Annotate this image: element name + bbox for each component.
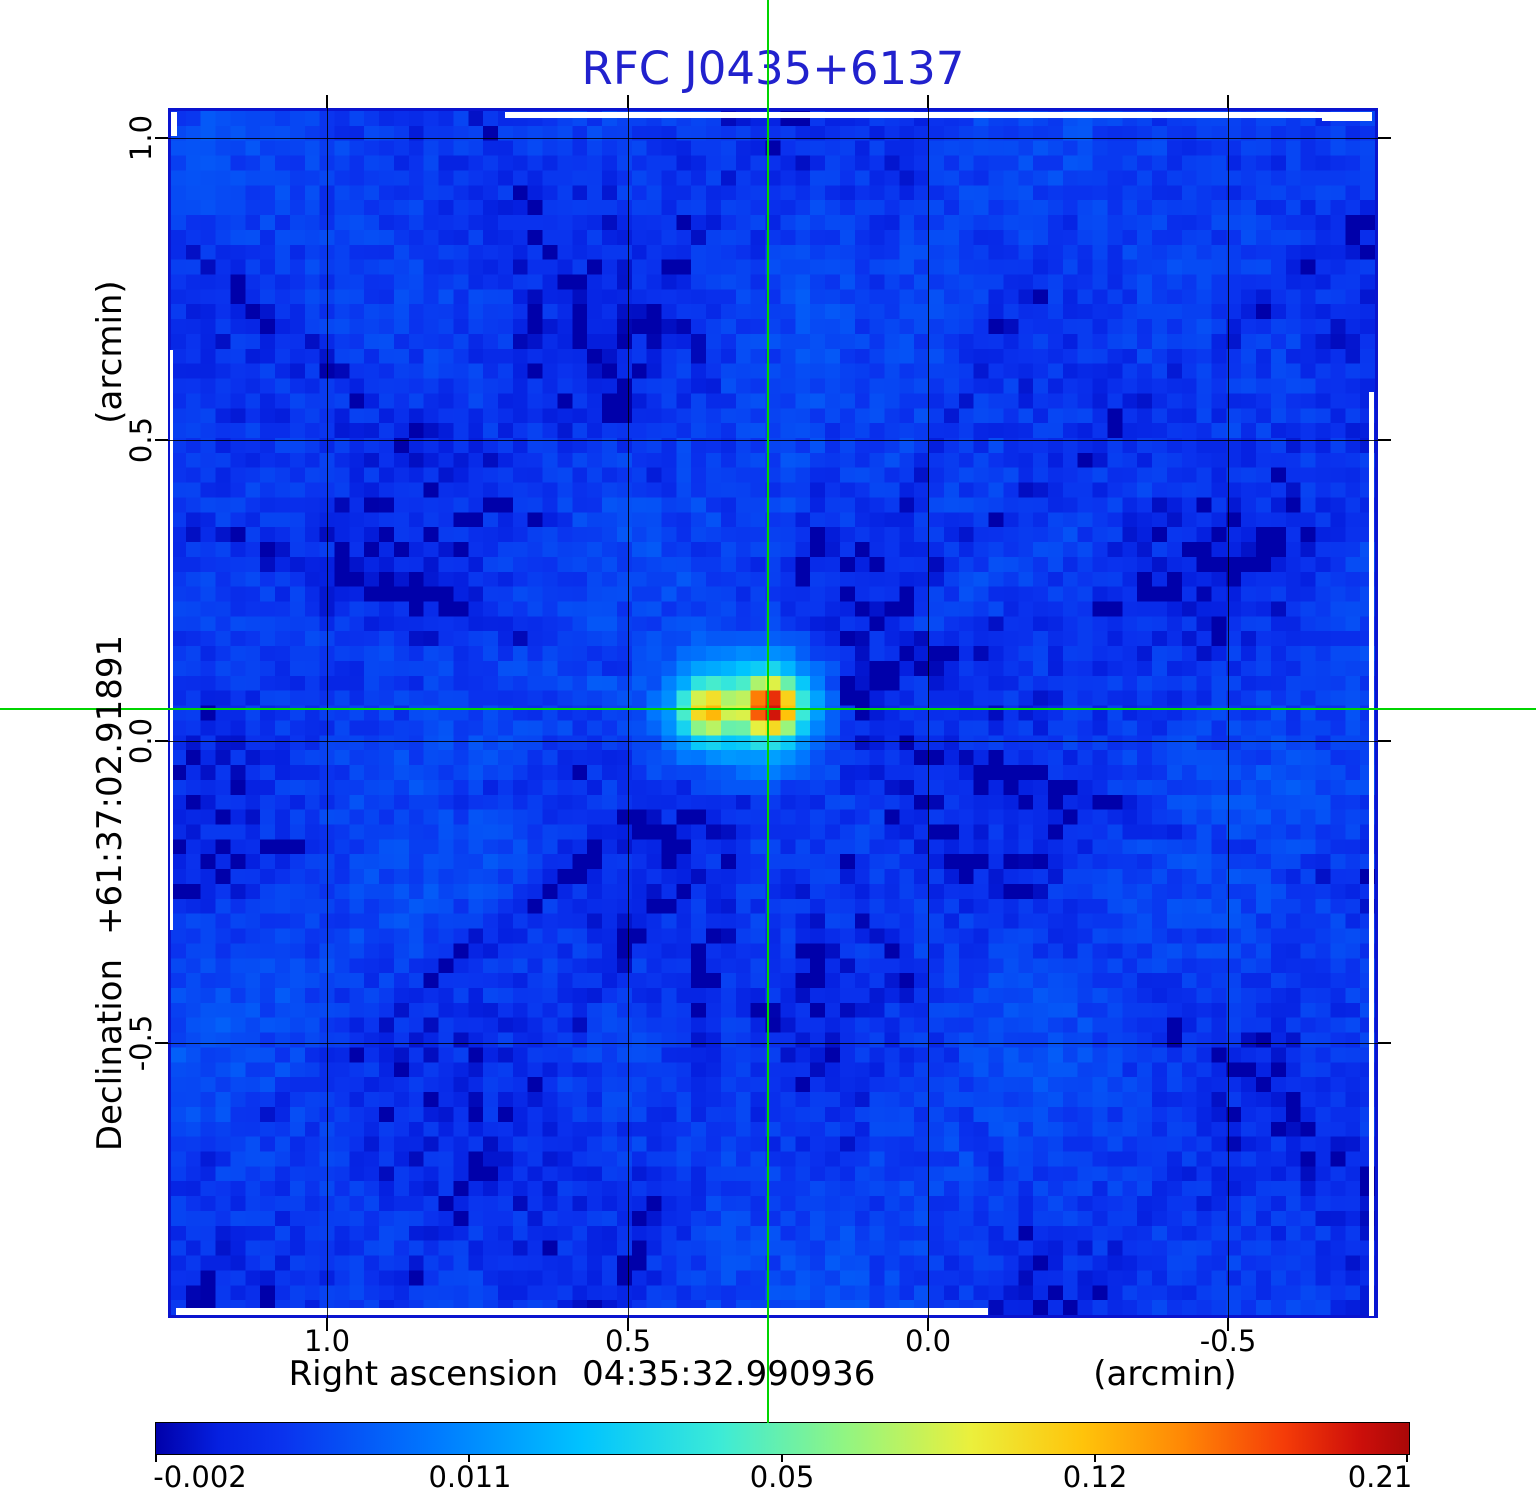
axis-tick bbox=[627, 95, 629, 108]
y-axis-coordinate: +61:37:02.91891 bbox=[90, 634, 130, 935]
gridline-y bbox=[168, 440, 1378, 441]
x-axis-name: Right ascension bbox=[288, 1354, 559, 1394]
axis-tick bbox=[927, 1318, 929, 1331]
colorbar-tick-label: 0.21 bbox=[1347, 1460, 1413, 1494]
gridline-y bbox=[168, 138, 1378, 139]
axis-tick bbox=[1378, 740, 1391, 742]
colorbar-tick-label: 0.12 bbox=[1062, 1460, 1128, 1494]
colorbar bbox=[155, 1422, 1410, 1455]
y-axis-label: Declination +61:37:02.91891 bbox=[90, 635, 130, 1151]
x-axis-label: Right ascension 04:35:32.990936 bbox=[289, 1354, 876, 1394]
x-tick-label: 0.5 bbox=[604, 1324, 652, 1358]
edge-artifact bbox=[1369, 392, 1374, 1316]
axis-tick bbox=[1378, 137, 1391, 139]
colorbar-tick bbox=[468, 1455, 470, 1462]
x-tick-label: -0.5 bbox=[1199, 1324, 1257, 1358]
axis-tick bbox=[155, 740, 168, 742]
axis-tick bbox=[1227, 95, 1229, 108]
axis-tick bbox=[1378, 439, 1391, 441]
sky-map-canvas bbox=[171, 111, 1375, 1315]
crosshair-vertical-line bbox=[767, 0, 769, 1423]
axis-tick bbox=[627, 1318, 629, 1331]
edge-artifact bbox=[176, 1308, 988, 1315]
gridline-x bbox=[327, 108, 328, 1318]
edge-artifact bbox=[171, 112, 177, 136]
axis-tick bbox=[1227, 1318, 1229, 1331]
colorbar-tick bbox=[1406, 1455, 1408, 1462]
gridline-y bbox=[168, 741, 1378, 742]
colorbar-tick-label: -0.002 bbox=[153, 1460, 247, 1494]
gridline-x bbox=[1228, 108, 1229, 1318]
gridline-y bbox=[168, 1043, 1378, 1044]
axis-tick bbox=[155, 1042, 168, 1044]
axis-tick bbox=[1378, 1042, 1391, 1044]
page-title: RFC J0435+6137 bbox=[581, 42, 965, 95]
gridline-x bbox=[628, 108, 629, 1318]
axis-tick bbox=[927, 95, 929, 108]
x-axis-unit: (arcmin) bbox=[1093, 1354, 1237, 1394]
x-tick-label: 1.0 bbox=[303, 1324, 351, 1358]
gridline-x bbox=[928, 108, 929, 1318]
axis-tick bbox=[326, 95, 328, 108]
x-axis-coordinate: 04:35:32.990936 bbox=[582, 1354, 876, 1394]
colorbar-tick bbox=[155, 1455, 157, 1462]
sky-map bbox=[168, 108, 1378, 1318]
colorbar-tick bbox=[1094, 1455, 1096, 1462]
axis-tick bbox=[155, 137, 168, 139]
y-axis-name: Declination bbox=[90, 958, 130, 1152]
colorbar-tick-label: 0.05 bbox=[749, 1460, 815, 1494]
edge-artifact bbox=[1322, 112, 1372, 121]
axis-tick bbox=[155, 439, 168, 441]
y-tick-label: 0.5 bbox=[124, 416, 158, 464]
x-tick-label: 0.0 bbox=[904, 1324, 952, 1358]
colorbar-tick bbox=[781, 1455, 783, 1462]
colorbar-tick-label: 0.011 bbox=[428, 1460, 512, 1494]
axis-tick bbox=[326, 1318, 328, 1331]
y-tick-label: 1.0 bbox=[124, 114, 158, 162]
y-axis-unit: (arcmin) bbox=[90, 280, 130, 424]
edge-artifact bbox=[170, 350, 173, 930]
crosshair-horizontal-line bbox=[0, 708, 1536, 710]
edge-artifact bbox=[505, 112, 1371, 118]
